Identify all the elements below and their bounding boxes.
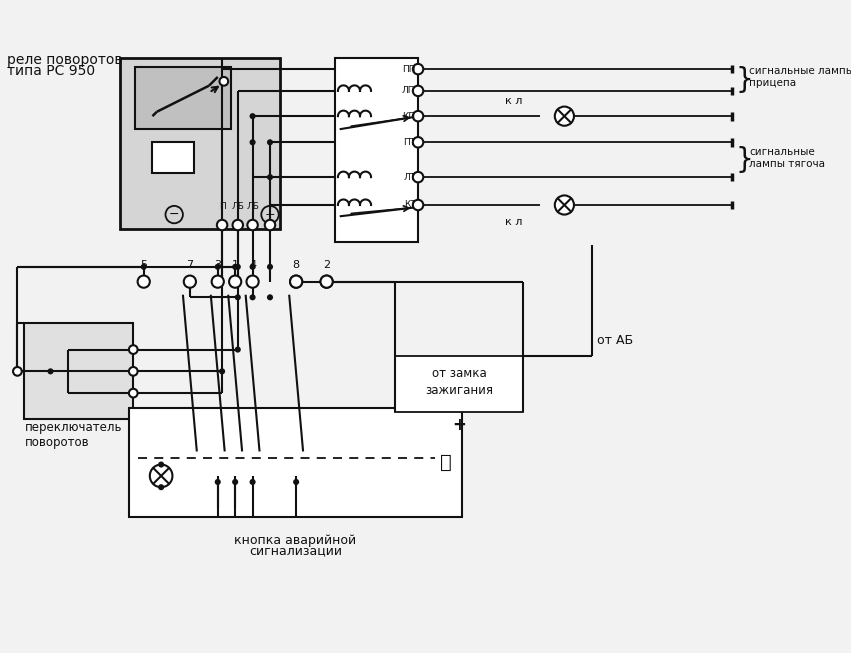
Circle shape [232,264,238,270]
Bar [120,58,281,229]
Text: 3: 3 [214,261,221,270]
Text: +: + [265,208,276,221]
Circle shape [232,220,243,231]
Circle shape [265,220,275,231]
Circle shape [293,479,300,485]
Circle shape [129,389,138,398]
Circle shape [249,264,255,270]
Text: 2: 2 [323,261,330,270]
Circle shape [48,368,54,374]
Text: П: П [219,202,226,211]
Circle shape [321,276,333,288]
Text: 8: 8 [293,261,300,270]
Text: ЛБ: ЛБ [231,202,244,211]
Text: типа РС 950: типа РС 950 [7,64,95,78]
Text: от замка: от замка [431,366,487,379]
Text: }: } [735,65,753,93]
Circle shape [261,206,279,223]
Text: 1: 1 [231,261,238,270]
Circle shape [249,113,255,119]
Text: от АБ: от АБ [597,334,633,347]
Text: ПП: ПП [402,65,415,74]
Text: 5: 5 [140,261,147,270]
Text: 7: 7 [186,261,193,270]
Text: КТ: КТ [403,200,415,210]
Circle shape [235,295,241,300]
Text: зажигания: зажигания [425,384,493,397]
Circle shape [290,276,302,288]
Text: КП: КП [403,112,415,121]
Circle shape [267,174,273,180]
Text: к л: к л [505,217,523,227]
Circle shape [129,345,138,354]
Text: ⨽: ⨽ [440,453,452,472]
Text: переключатель
поворотов: переключатель поворотов [25,421,122,449]
Text: 4: 4 [249,261,256,270]
Circle shape [413,111,423,121]
Circle shape [214,479,220,485]
Circle shape [413,172,423,182]
Text: ПТ: ПТ [403,138,415,147]
Circle shape [232,479,238,485]
Text: сигнальные лампы
прицепа: сигнальные лампы прицепа [749,66,851,88]
Circle shape [249,479,255,485]
Bar [25,323,134,419]
Circle shape [129,367,138,375]
Circle shape [555,195,574,215]
Circle shape [247,276,259,288]
Circle shape [229,276,242,288]
Circle shape [235,347,241,353]
Text: ЛБ: ЛБ [246,202,259,211]
Circle shape [140,264,146,270]
Text: сигнальные
лампы тягоча: сигнальные лампы тягоча [749,147,825,168]
Circle shape [249,295,255,300]
Bar [335,58,418,242]
Circle shape [217,220,227,231]
Text: +: + [266,202,274,211]
Circle shape [219,368,226,374]
Circle shape [555,106,574,126]
Circle shape [13,367,22,375]
Circle shape [214,264,220,270]
Circle shape [248,220,258,231]
Circle shape [158,484,164,490]
Circle shape [290,276,302,288]
Text: реле поворотов: реле поворотов [7,54,123,67]
Circle shape [158,462,164,468]
Circle shape [267,295,273,300]
Circle shape [212,276,224,288]
Circle shape [165,206,183,223]
Bar [395,356,523,412]
Text: кнопка аварийной: кнопка аварийной [234,534,357,547]
Bar [129,408,461,517]
Circle shape [184,276,196,288]
Circle shape [413,86,423,96]
Text: −: − [169,208,180,221]
Circle shape [235,264,241,270]
Circle shape [413,200,423,210]
Text: }: } [735,146,753,174]
Circle shape [321,276,333,288]
Circle shape [413,64,423,74]
Text: сигнализации: сигнализации [248,545,342,558]
Text: ЛП: ЛП [402,86,415,95]
Circle shape [220,77,228,86]
Text: +: + [452,417,466,434]
Text: ЛТ: ЛТ [403,172,415,182]
Text: к л: к л [505,96,523,106]
Circle shape [267,264,273,270]
Circle shape [267,139,273,146]
Circle shape [138,276,150,288]
Bar [135,67,231,129]
Bar [152,142,194,173]
Circle shape [150,464,173,487]
Circle shape [413,137,423,148]
Circle shape [249,139,255,146]
